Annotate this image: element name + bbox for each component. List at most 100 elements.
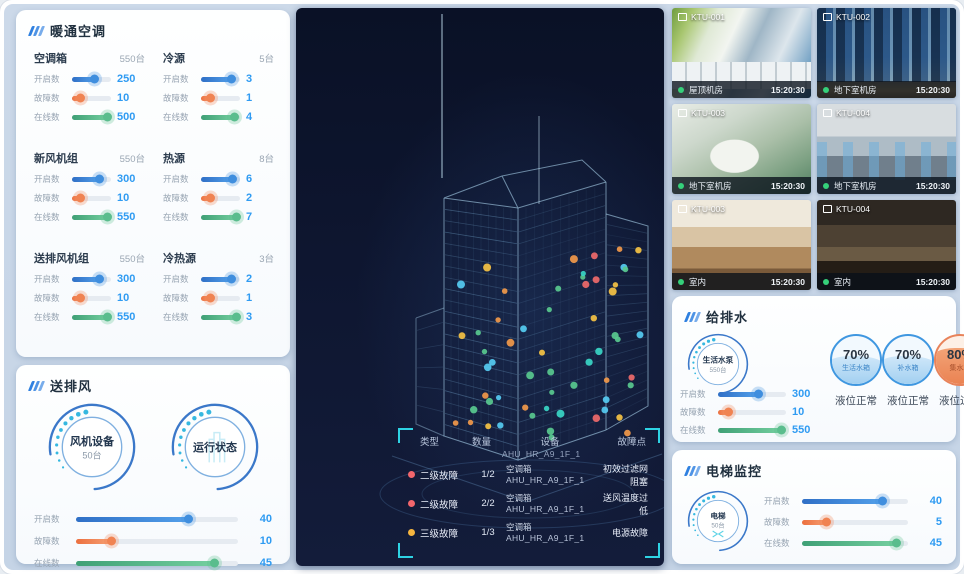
stat-value: 550 — [117, 311, 136, 323]
equipment-group-count: 550台 — [119, 254, 145, 265]
stat-label: 开启数 — [163, 274, 189, 284]
severity-dot — [408, 500, 415, 507]
fault-row[interactable]: 三级故障 1/3 空调箱 AHU_HR_A9_1F_1 电源故障 — [408, 518, 650, 547]
camera-id-label: KTU-004 — [836, 108, 871, 118]
fault-qty: 1/3 — [481, 527, 495, 538]
camera-timestamp: 15:20:30 — [770, 84, 805, 95]
stat-row-online: 在线数 7 — [163, 211, 274, 223]
live-dot — [823, 182, 829, 189]
stat-label: 开启数 — [680, 389, 706, 399]
water-body: 生活水泵 550台 70% 生活水箱 液位正常 — [672, 330, 964, 444]
fault-rows: 二级故障 1/2 空调箱 AHU_HR_A9_1F_1 初效过滤网阻塞 二级故障… — [408, 460, 650, 547]
camera-status-bar: 地下室机房 15:20:30 — [672, 177, 811, 194]
camera-id: KTU-004 — [823, 108, 870, 118]
col-fault: 故障点 — [617, 436, 646, 448]
stat-label: 故障数 — [163, 193, 189, 203]
camera-status-bar: 地下室机房 15:20:30 — [817, 81, 956, 98]
camera-tile[interactable]: KTU-004 室内 15:20:30 — [817, 200, 956, 290]
stat-label: 在线数 — [34, 212, 60, 222]
camera-location: 室内 — [834, 276, 852, 287]
stat-label: 开启数 — [34, 174, 60, 184]
camera-tile[interactable]: KTU-004 地下室机房 15:20:30 — [817, 104, 956, 194]
stat-row-fault: 故障数 10 — [34, 535, 272, 547]
hvac-groups: 空调箱 550台 开启数 250 故障数 — [16, 44, 290, 330]
device-id: AHU_HR_A9_1F_1 — [506, 532, 585, 543]
slider-knob — [103, 212, 113, 222]
building-icon — [207, 431, 225, 463]
camera-status-bar: 地下室机房 15:20:30 — [817, 177, 956, 194]
camera-location: 地下室机房 — [834, 180, 877, 191]
equipment-group-count: 550台 — [119, 54, 145, 65]
water-level — [884, 356, 932, 384]
stat-bar-track — [201, 212, 241, 222]
water-level — [832, 356, 880, 384]
stat-label: 故障数 — [34, 293, 60, 303]
stat-bar-track — [72, 174, 111, 184]
exhaust-sliders: 开启数 40 故障数 10 在线数 45 — [16, 493, 290, 569]
panel-hvac: 暖通空调 空调箱 550台 开启数 250 — [16, 10, 290, 357]
stat-bar-track — [802, 538, 908, 548]
tank-percentage: 70% — [842, 347, 870, 362]
camera-grid: KTU-001 屋顶机房 15:20:30 KTU-002 地下室机房 15:2… — [672, 8, 956, 290]
stat-value: 1 — [246, 292, 253, 304]
stat-bar-fill — [72, 74, 99, 84]
stat-label: 开启数 — [163, 174, 189, 184]
stat-value: 10 — [117, 292, 130, 304]
elevator-sliders: 开启数 40 故障数 5 在线数 45 — [764, 486, 942, 558]
bracket-corner — [398, 543, 413, 558]
stat-label: 在线数 — [163, 112, 189, 122]
water-sliders: 开启数 300 故障数 10 在线数 550 — [680, 382, 820, 442]
stat-bar-track — [718, 425, 786, 435]
slider-knob — [205, 93, 215, 103]
stat-bar-fill — [76, 558, 220, 568]
live-dot — [678, 86, 684, 93]
stat-row-fault: 故障数 10 — [34, 92, 145, 104]
fault-row[interactable]: 二级故障 2/2 空调箱 AHU_HR_A9_1F_1 送风温度过低 — [408, 489, 650, 518]
equipment-group-name: 冷热源 — [163, 253, 196, 265]
camera-tile[interactable]: KTU-003 室内 15:20:30 — [672, 200, 811, 290]
stat-row-online: 在线数 550 — [34, 311, 145, 323]
stat-value: 45 — [259, 557, 272, 569]
stat-bar-track — [718, 407, 786, 417]
fault-device: 空调箱 AHU_HR_A9_1F_1 — [506, 464, 594, 485]
stat-row-open: 开启数 6 — [163, 173, 274, 185]
equipment-group-header: 热源 8台 — [163, 150, 274, 166]
stat-bar-fill — [201, 312, 241, 322]
stat-row-open: 开启数 300 — [680, 388, 820, 400]
stat-bar-track — [201, 274, 240, 284]
equipment-group-header: 送排风机组 550台 — [34, 250, 145, 266]
fault-device: 空调箱 AHU_HR_A9_1F_1 — [506, 493, 594, 514]
slashes-icon — [683, 311, 702, 322]
stat-value: 7 — [246, 211, 253, 223]
stat-bar-fill — [72, 312, 113, 322]
stat-bar-track — [76, 558, 238, 568]
camera-status-bar: 屋顶机房 15:20:30 — [672, 81, 811, 98]
camera-tile[interactable]: KTU-001 屋顶机房 15:20:30 — [672, 8, 811, 98]
stat-row-open: 开启数 3 — [163, 73, 274, 85]
stat-value: 1 — [246, 92, 253, 104]
stat-bar-track — [76, 514, 238, 524]
stat-row-fault: 故障数 1 — [163, 292, 274, 304]
stat-bar-fill — [802, 517, 832, 527]
slider-knob — [205, 293, 215, 303]
bracket-corner — [645, 428, 660, 443]
bracket-corner — [398, 428, 413, 443]
panel-exhaust-fan: 送排风 风机设备 50台 运行状态 — [16, 365, 290, 569]
stat-label: 开启数 — [34, 74, 60, 84]
camera-tile[interactable]: KTU-002 地下室机房 15:20:30 — [817, 8, 956, 98]
equipment-group-header: 冷源 5台 — [163, 50, 274, 66]
slider-knob — [106, 536, 116, 546]
fault-row[interactable]: 二级故障 1/2 空调箱 AHU_HR_A9_1F_1 初效过滤网阻塞 — [408, 460, 650, 489]
stat-row-fault: 故障数 5 — [764, 516, 942, 528]
panel-water-title: 给排水 — [706, 310, 749, 325]
stat-label: 在线数 — [34, 558, 60, 568]
tank-status: 液位过高 — [939, 395, 964, 407]
stat-value: 500 — [117, 111, 136, 123]
tank-status: 液位正常 — [835, 395, 877, 407]
camera-tile[interactable]: KTU-003 地下室机房 15:20:30 — [672, 104, 811, 194]
tank-name: 补水箱 — [897, 365, 919, 372]
device-id: AHU_HR_A9_1F_1 — [506, 503, 585, 514]
camera-id: KTU-003 — [678, 108, 725, 118]
stat-bar-fill — [201, 93, 215, 103]
tank-circle: 80% 集水坑 — [934, 334, 964, 386]
